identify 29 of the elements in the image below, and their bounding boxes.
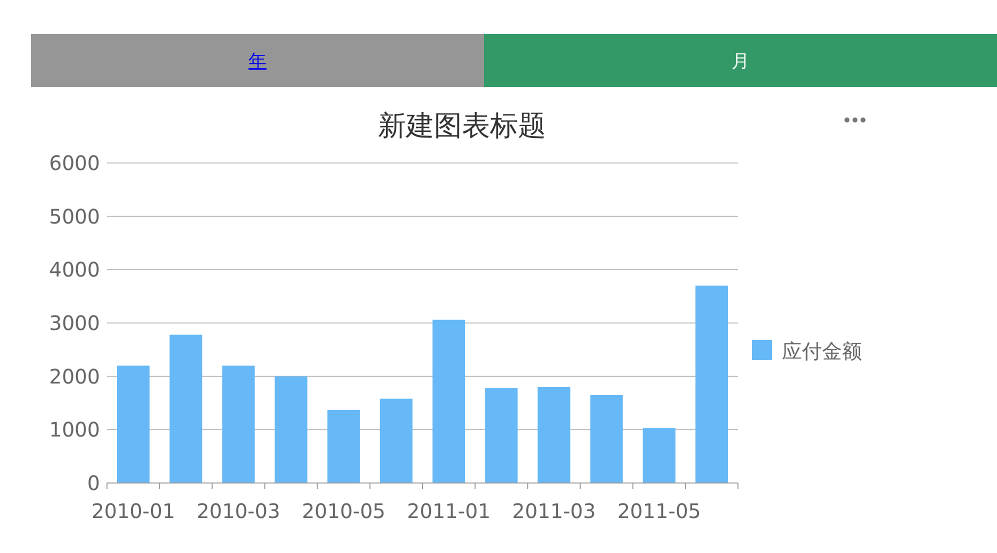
bar: [432, 320, 466, 483]
x-tick-label: 2011-01: [407, 499, 491, 523]
y-tick-label: 5000: [49, 204, 100, 228]
bar: [222, 366, 255, 483]
bar: [485, 388, 518, 483]
bar: [116, 366, 150, 483]
bar: [642, 428, 676, 483]
y-tick-label: 2000: [49, 364, 100, 388]
y-tick-label: 4000: [49, 258, 100, 282]
text: 月: [732, 51, 750, 72]
x-tick-label: 2011-05: [617, 499, 701, 523]
x-tick-label: 2011-03: [512, 499, 596, 523]
bar: [590, 395, 623, 483]
y-tick-label: 1000: [49, 418, 100, 442]
bar: [170, 334, 202, 483]
y-tick-label: 0: [87, 471, 100, 495]
y-tick-label: 6000: [49, 151, 100, 175]
chart-title: 新建图表标题: [378, 109, 546, 142]
bar: [380, 398, 413, 483]
y-tick-label: 3000: [49, 311, 100, 335]
bar: [695, 286, 728, 483]
bar: [274, 376, 308, 483]
x-tick-label: 2010-05: [302, 499, 386, 523]
x-tick-label: 2010-03: [196, 499, 280, 523]
legend-label: 应付金额: [782, 339, 862, 363]
bar: [327, 410, 360, 483]
x-tick-label: 2010-01: [92, 499, 176, 523]
bar: [538, 387, 570, 483]
text: 年: [248, 51, 266, 72]
